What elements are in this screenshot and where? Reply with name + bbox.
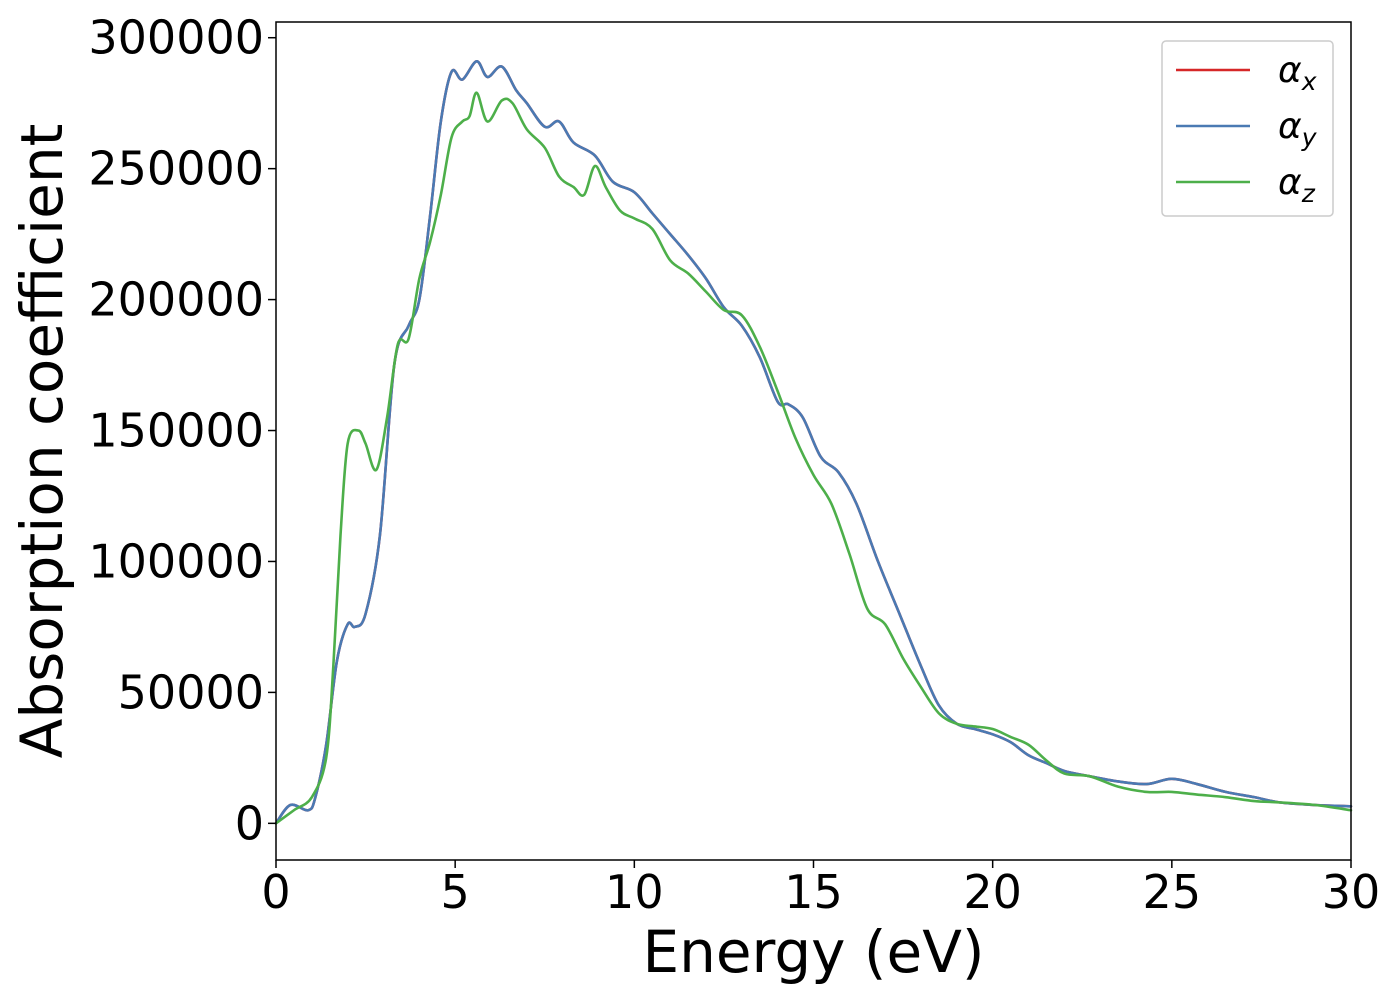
x-tick-label: 20: [963, 865, 1022, 919]
x-tick-label: 15: [784, 865, 843, 919]
x-tick-label: 10: [605, 865, 664, 919]
y-tick-label: 250000: [88, 142, 264, 196]
y-tick-label: 0: [235, 796, 264, 850]
y-tick-label: 200000: [88, 273, 264, 327]
x-tick-label: 5: [441, 865, 470, 919]
y-axis-ticks: 0 50000 100000 150000 200000 250000 300000: [88, 11, 276, 850]
y-tick-label: 50000: [118, 665, 264, 719]
legend-box: [1161, 40, 1334, 217]
x-tick-label: 0: [261, 865, 290, 919]
series-line-α-z: [274, 91, 1353, 825]
x-tick-label: 30: [1322, 865, 1381, 919]
y-tick-label: 300000: [88, 11, 264, 65]
y-tick-label: 100000: [88, 534, 264, 588]
series-layer: [274, 59, 1353, 825]
x-axis-ticks: 0 5 10 15 20 25 30: [261, 860, 1380, 919]
x-axis-label: Energy (eV): [642, 918, 984, 986]
x-tick-label: 25: [1143, 865, 1202, 919]
y-tick-label: 150000: [88, 404, 264, 458]
y-axis-label: Absorption coefficient: [8, 124, 76, 759]
